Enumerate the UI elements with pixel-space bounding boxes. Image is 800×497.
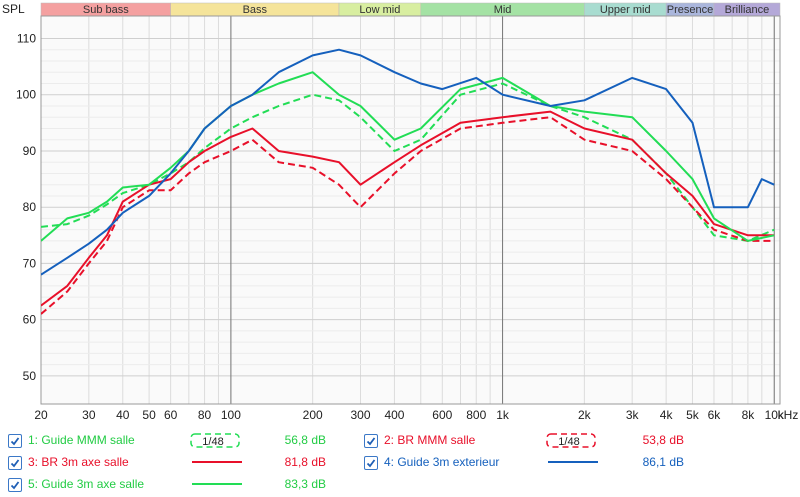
dashed-swatch-icon: 1/48 [190, 433, 240, 448]
y-tick-label: 60 [23, 313, 37, 327]
x-tick-label: 3k [626, 408, 640, 422]
smoothing-label: 1/48 [202, 436, 223, 448]
y-tick-label: 90 [23, 144, 37, 158]
x-tick-label: 800 [466, 408, 486, 422]
y-tick-label: 80 [23, 200, 37, 214]
line-swatch-icon [192, 483, 242, 485]
series-line-5 [41, 71, 775, 242]
legend-label: 3: BR 3m axe salle [28, 455, 129, 469]
checkbox-checked-icon[interactable] [8, 456, 22, 470]
series-line-3 [41, 110, 775, 307]
dashed-swatch-icon: 1/48 [546, 433, 596, 448]
x-tick-label: 10k [765, 408, 785, 422]
x-tick-label: 400 [384, 408, 404, 422]
legend-label: 2: BR MMM salle [384, 433, 476, 447]
legend-value: 83,3 dB [284, 477, 326, 491]
series-line-2 [41, 116, 775, 315]
x-tick-label: 5k [686, 408, 700, 422]
x-unit-label: kHz [778, 408, 799, 422]
legend-value: 56,8 dB [284, 433, 326, 447]
line-swatch-icon [548, 461, 598, 463]
x-tick-label: 80 [198, 408, 212, 422]
x-tick-label: 50 [142, 408, 156, 422]
legend-label: 4: Guide 3m exterieur [384, 455, 500, 469]
legend-value: 86,1 dB [642, 455, 684, 469]
checkbox-checked-icon[interactable] [364, 434, 378, 448]
series-line-4 [41, 48, 775, 276]
x-tick-label: 600 [432, 408, 452, 422]
band-label: Low mid [359, 4, 400, 16]
legend-value: 81,8 dB [284, 455, 326, 469]
y-tick-label: 110 [17, 31, 36, 45]
frequency-response-chart: Sub bass Bass Low mid Mid Upper mid Presence B… [2, 2, 799, 422]
y-axis-label: SPL [2, 2, 25, 16]
x-tick-label: 200 [303, 408, 323, 422]
band-label: Sub bass [83, 4, 129, 16]
x-tick-label: 300 [350, 408, 370, 422]
band-label: Brilliance [725, 4, 770, 16]
x-tick-label: 8k [742, 408, 756, 422]
legend-label: 5: Guide 3m axe salle [28, 477, 145, 491]
x-tick-label: 2k [578, 408, 592, 422]
band-label: Mid [494, 4, 512, 16]
smoothing-label: 1/48 [558, 436, 579, 448]
band-label: Upper mid [600, 4, 651, 16]
legend-value: 53,8 dB [642, 433, 684, 447]
x-tick-label: 6k [708, 408, 722, 422]
line-swatch-icon [192, 461, 242, 463]
plot-frame [40, 15, 781, 405]
x-tick-label: 20 [34, 408, 48, 422]
x-tick-label: 4k [660, 408, 674, 422]
y-tick-label: 100 [16, 88, 36, 102]
checkbox-checked-icon[interactable] [8, 478, 22, 492]
checkbox-checked-icon[interactable] [8, 434, 22, 448]
checkbox-checked-icon[interactable] [364, 456, 378, 470]
x-tick-label: 1k [496, 408, 510, 422]
series-line-1 [41, 82, 775, 242]
plot-area [41, 16, 780, 404]
x-tick-label: 30 [82, 408, 96, 422]
x-tick-label: 100 [221, 408, 241, 422]
band-label: Bass [243, 4, 268, 16]
legend-label: 1: Guide MMM salle [28, 433, 135, 447]
x-tick-label: 40 [116, 408, 130, 422]
y-tick-label: 70 [23, 256, 37, 270]
y-tick-label: 50 [23, 369, 37, 383]
legend: 1: Guide MMM salle 1/48 56,8 dB 2: BR MM… [0, 428, 800, 495]
band-label: Presence [667, 4, 713, 16]
x-tick-label: 60 [164, 408, 178, 422]
